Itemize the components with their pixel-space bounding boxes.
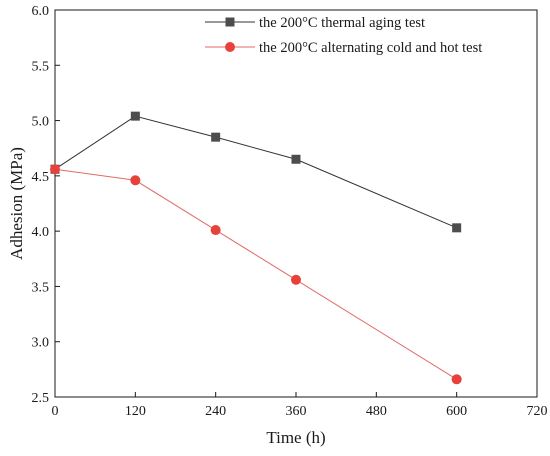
y-tick-label: 4.0	[32, 225, 50, 240]
x-tick-label: 120	[125, 404, 146, 419]
x-axis-title: Time (h)	[266, 428, 325, 447]
x-tick-label: 600	[446, 404, 467, 419]
plot-frame	[54, 9, 538, 398]
y-axis-title: Adhesion (MPa)	[7, 147, 26, 260]
data-point-circle	[130, 175, 141, 186]
data-point-square	[211, 132, 221, 142]
data-point-circle	[210, 225, 221, 236]
series-line-1	[54, 115, 457, 229]
legend-label-1: the 200°C thermal aging test	[259, 15, 425, 31]
x-tick-label: 720	[527, 404, 548, 419]
legend-marker-square	[225, 17, 235, 27]
y-tick-label: 2.5	[32, 391, 50, 406]
y-tick-label: 3.0	[32, 336, 50, 351]
series-line-2	[54, 168, 457, 380]
legend-label-2: the 200°C alternating cold and hot test	[259, 40, 482, 56]
data-point-circle	[291, 274, 301, 285]
legend: the 200°C thermal aging test the 200°C al…	[205, 15, 482, 56]
data-point-circle	[50, 164, 60, 175]
axes: 0 120 240 360 480 600 720 2.5 3.0 3.5 4.0 4.5 5.0 5.5…	[32, 4, 548, 419]
x-tick-label: 240	[205, 404, 226, 419]
series-layer	[50, 111, 462, 385]
data-point-square	[130, 111, 140, 121]
legend-marker-circle	[225, 42, 235, 52]
y-tick-label: 4.5	[32, 170, 50, 185]
data-point-circle	[451, 374, 462, 385]
y-tick-label: 5.0	[32, 115, 50, 130]
data-point-square	[452, 223, 462, 233]
y-tick-label: 5.5	[32, 59, 50, 74]
x-tick-label: 0	[52, 404, 59, 419]
y-tick-label: 6.0	[32, 4, 50, 19]
x-tick-label: 480	[366, 404, 387, 419]
x-tick-label: 360	[286, 404, 307, 419]
data-point-square	[291, 154, 301, 164]
y-tick-label: 3.5	[32, 280, 50, 295]
